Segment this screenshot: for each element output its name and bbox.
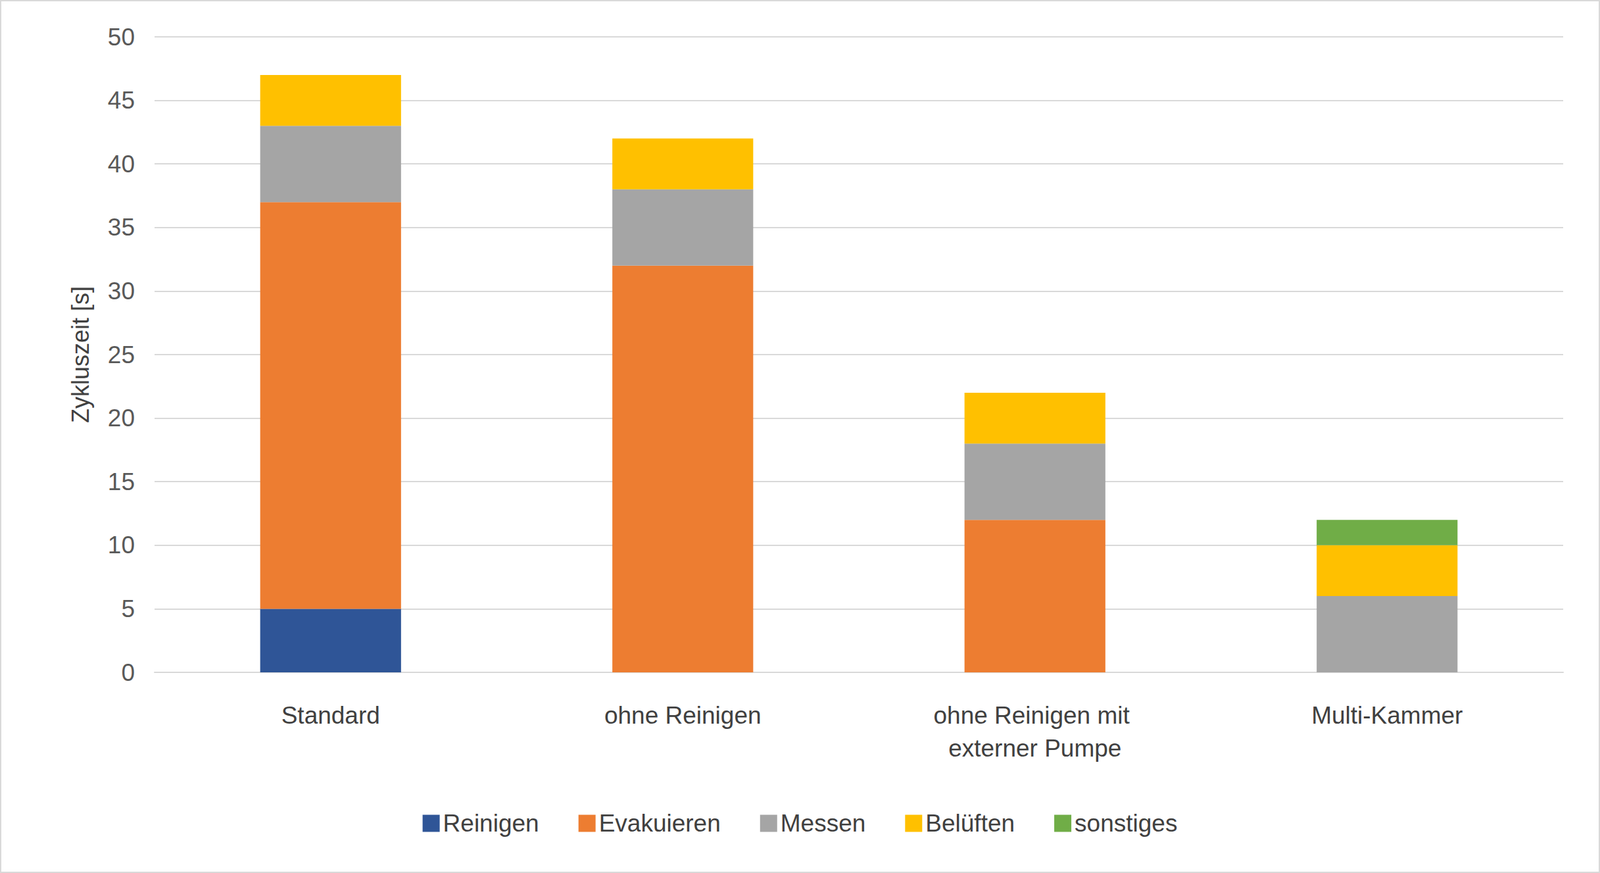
svg-text:sonstiges: sonstiges	[1074, 809, 1178, 837]
svg-text:externer Pumpe: externer Pumpe	[948, 734, 1122, 762]
svg-text:Reinigen: Reinigen	[443, 809, 540, 837]
svg-text:40: 40	[107, 150, 135, 178]
svg-text:30: 30	[107, 277, 135, 305]
svg-text:Zykluszeit [s]: Zykluszeit [s]	[67, 286, 95, 423]
svg-text:ohne Reinigen mit: ohne Reinigen mit	[933, 701, 1137, 729]
svg-text:Evakuieren: Evakuieren	[599, 809, 721, 837]
svg-text:5: 5	[121, 595, 135, 623]
svg-text:15: 15	[107, 468, 135, 496]
svg-text:10: 10	[107, 531, 135, 559]
svg-text:Messen: Messen	[780, 809, 867, 837]
svg-text:50: 50	[107, 23, 135, 51]
svg-text:Multi-Kammer: Multi-Kammer	[1311, 701, 1463, 729]
svg-text:20: 20	[107, 404, 135, 432]
svg-text:35: 35	[107, 213, 135, 241]
svg-text:Standard: Standard	[281, 701, 381, 729]
svg-text:ohne Reinigen: ohne Reinigen	[604, 701, 762, 729]
svg-text:Belüften: Belüften	[925, 809, 1015, 837]
svg-text:45: 45	[107, 86, 135, 114]
svg-text:25: 25	[107, 341, 135, 369]
svg-text:0: 0	[121, 658, 135, 686]
